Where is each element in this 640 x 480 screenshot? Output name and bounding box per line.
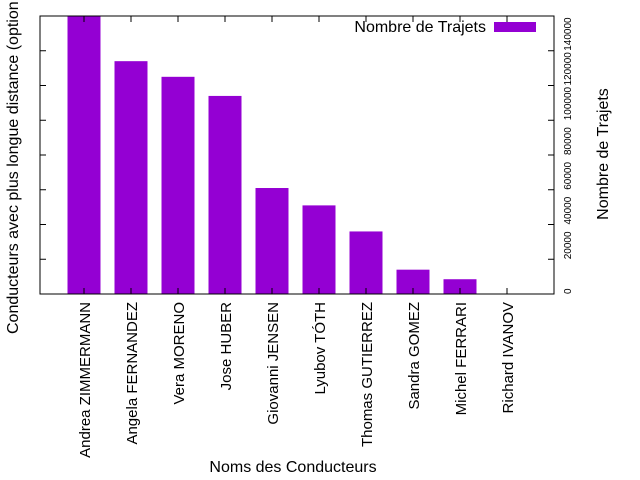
bar-4: [255, 188, 289, 294]
ticks-group: [40, 16, 554, 295]
legend-swatch: [494, 22, 536, 32]
x-tick-label: Sandra GOMEZ: [406, 302, 423, 410]
y-axis-label-right: Nombre de Trajets: [595, 88, 612, 220]
y-tick-label: 60000: [563, 162, 574, 190]
y-tick-label: 80000: [563, 127, 574, 155]
bar-5: [302, 205, 336, 294]
x-axis-label: Noms des Conducteurs: [209, 459, 376, 476]
y-axis-label-left: Conducteurs avec plus longue distance (o…: [5, 1, 22, 334]
x-tick-label: Vera MORENO: [171, 302, 188, 405]
x-tick-label: Lyubov TÓTH: [312, 302, 329, 395]
bars-group: [67, 16, 477, 294]
bar-1: [114, 61, 148, 294]
legend: Nombre de Trajets: [354, 19, 536, 36]
x-tick-label: Michel FERRARI: [453, 302, 470, 415]
y-tick-label: 100000: [563, 86, 574, 120]
bar-8: [443, 279, 477, 294]
x-tick-label: Angela FERNANDEZ: [124, 302, 141, 445]
x-tick-label: Giovanni JENSEN: [265, 302, 282, 425]
bar-0: [67, 16, 101, 294]
bar-2: [161, 76, 195, 294]
y-tick-label: 140000: [563, 17, 574, 51]
y-tick-label: 20000: [563, 231, 574, 259]
x-tick-label: Andrea ZIMMERMANN: [77, 302, 94, 458]
x-tick-labels: Andrea ZIMMERMANN Angela FERNANDEZ Vera MO…: [77, 302, 517, 458]
x-tick-label: Thomas GUTIERREZ: [359, 302, 376, 447]
bar-6: [349, 231, 383, 294]
legend-label: Nombre de Trajets: [354, 19, 486, 36]
y-tick-label: 120000: [563, 52, 574, 86]
bar-3: [208, 95, 242, 294]
y-tick-label: 40000: [563, 196, 574, 224]
y-tick-label: 0: [563, 288, 574, 294]
x-tick-label: Jose HUBER: [218, 302, 235, 391]
x-tick-label: Richard IVANOV: [500, 302, 517, 413]
